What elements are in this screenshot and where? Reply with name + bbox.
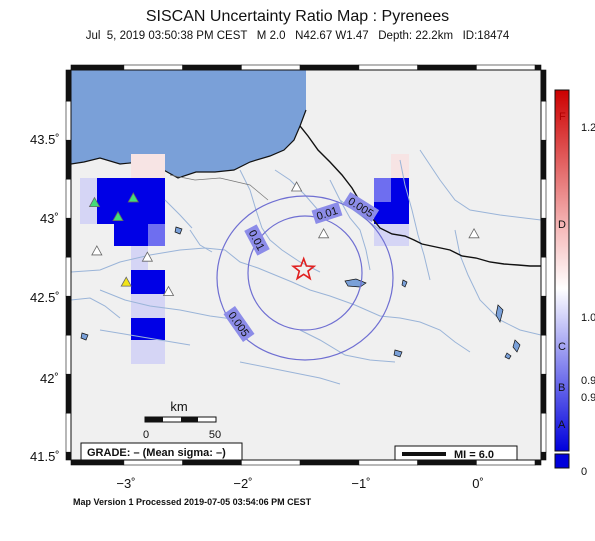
grade-A: A <box>558 419 566 431</box>
frame-border <box>70 69 542 461</box>
frame-segment <box>540 256 547 297</box>
station-marker <box>127 192 139 203</box>
frame-segment <box>65 451 72 461</box>
frame-segment <box>70 64 125 71</box>
frame-segment <box>299 64 360 71</box>
lon-label-minus2: −2˚ <box>233 476 252 491</box>
mi-legend: MI = 6.0 <box>394 445 518 461</box>
frame-segment <box>65 256 72 297</box>
latitude-labels: 41.5˚ 42˚ 42.5˚ 43˚ 43.5˚ <box>30 132 60 464</box>
frame-segment <box>540 139 547 180</box>
station-marker <box>120 276 132 287</box>
event-subtitle: Jul 5, 2019 03:50:38 PM CEST M 2.0 N42.6… <box>85 30 510 42</box>
epicenter-star <box>290 256 317 281</box>
station-marker <box>112 210 124 222</box>
svg-text:GRADE: – (Mean sigma: –): GRADE: – (Mean sigma: –) <box>87 447 226 459</box>
frame-segment <box>241 459 301 466</box>
scale-label-50: 50 <box>209 429 221 441</box>
frame-segment <box>540 412 547 453</box>
grade-box: GRADE: – (Mean sigma: –) <box>80 442 243 460</box>
grade-C: C <box>558 341 566 353</box>
frame-segment <box>540 295 547 336</box>
map-title: SISCAN Uncertainty Ratio Map : Pyrenees <box>145 8 450 25</box>
frame-segment <box>123 64 183 71</box>
station-marker <box>290 181 303 192</box>
rivers <box>71 149 541 385</box>
lat-label-41.5: 41.5˚ <box>30 449 60 464</box>
colorbar-value-1.0: 1.0 <box>581 312 595 324</box>
frame-segment <box>358 64 418 71</box>
france-spain-border <box>299 125 541 267</box>
lon-label-0: 0˚ <box>472 476 484 491</box>
frame-segment <box>182 459 242 466</box>
colorbar-value-0.9a: 0.9 <box>581 375 595 387</box>
frame-segment <box>476 64 536 71</box>
frame-segment <box>540 100 547 141</box>
grade-D: D <box>558 219 566 231</box>
svg-text:MI = 6.0: MI = 6.0 <box>454 449 494 461</box>
frame-segment <box>65 295 72 336</box>
frame-segment <box>299 459 360 466</box>
frame-segment <box>476 459 536 466</box>
frame-segment <box>358 459 418 466</box>
scale-bar: km 0 50 <box>143 399 221 441</box>
frame-segment <box>540 451 547 461</box>
frame-segment <box>65 100 72 141</box>
lat-label-42: 42˚ <box>40 371 59 386</box>
stations <box>88 181 480 296</box>
frame-segment <box>65 217 72 258</box>
station-marker <box>468 227 480 239</box>
lon-label-minus3: −3˚ <box>116 476 135 491</box>
station-marker <box>141 251 154 262</box>
station-marker <box>88 196 101 208</box>
map-version-footer: Map Version 1 Processed 2019-07-05 03:54… <box>73 497 312 507</box>
station-marker <box>162 285 175 296</box>
frame-segment <box>241 64 301 71</box>
grade-F: F <box>559 111 566 123</box>
frame-segment <box>540 69 547 102</box>
lon-label-minus1: −1˚ <box>351 476 370 491</box>
svg-text:km: km <box>170 399 187 414</box>
lat-label-42.5: 42.5˚ <box>30 290 60 305</box>
coastline <box>71 109 307 179</box>
lat-label-43.5: 43.5˚ <box>30 132 60 147</box>
station-marker <box>317 227 330 239</box>
frame-segment <box>65 334 72 375</box>
lat-label-43: 43˚ <box>40 211 59 226</box>
colorbar-value-1.2: 1.2 <box>581 122 595 134</box>
frame-segment <box>534 459 542 466</box>
longitude-labels: −3˚ −2˚ −1˚ 0˚ <box>116 476 483 491</box>
frame-segment <box>65 412 72 453</box>
uncertainty-contours <box>216 195 394 361</box>
frame-segment <box>540 373 547 414</box>
frame-segment <box>65 178 72 219</box>
frame-segment <box>70 459 125 466</box>
frame-segment <box>540 334 547 375</box>
scale-label-0: 0 <box>143 429 149 441</box>
frame-segment <box>540 178 547 219</box>
frame-segment <box>417 459 477 466</box>
frame-segment <box>182 64 242 71</box>
station-marker <box>91 245 103 256</box>
frame-segment <box>417 64 477 71</box>
frame-segment <box>540 217 547 258</box>
map-area: 0.01 0.005 0.01 0.005 km 0 50 G <box>71 70 541 461</box>
frame-segment <box>534 64 542 71</box>
frame-segment <box>123 459 183 466</box>
frame-segment <box>65 139 72 180</box>
lakes <box>80 226 521 360</box>
frame-segment <box>65 69 72 102</box>
sea <box>71 70 306 178</box>
colorbar-value-0: 0 <box>581 466 587 478</box>
map-frame <box>65 64 547 466</box>
grade-B: B <box>558 382 565 394</box>
regional-boundary <box>169 174 269 201</box>
colorbar: F D C B A 1.2 1.0 0.9 0.9 0 <box>554 89 595 478</box>
colorbar-value-0.9b: 0.9 <box>581 392 595 404</box>
frame-segment <box>65 373 72 414</box>
